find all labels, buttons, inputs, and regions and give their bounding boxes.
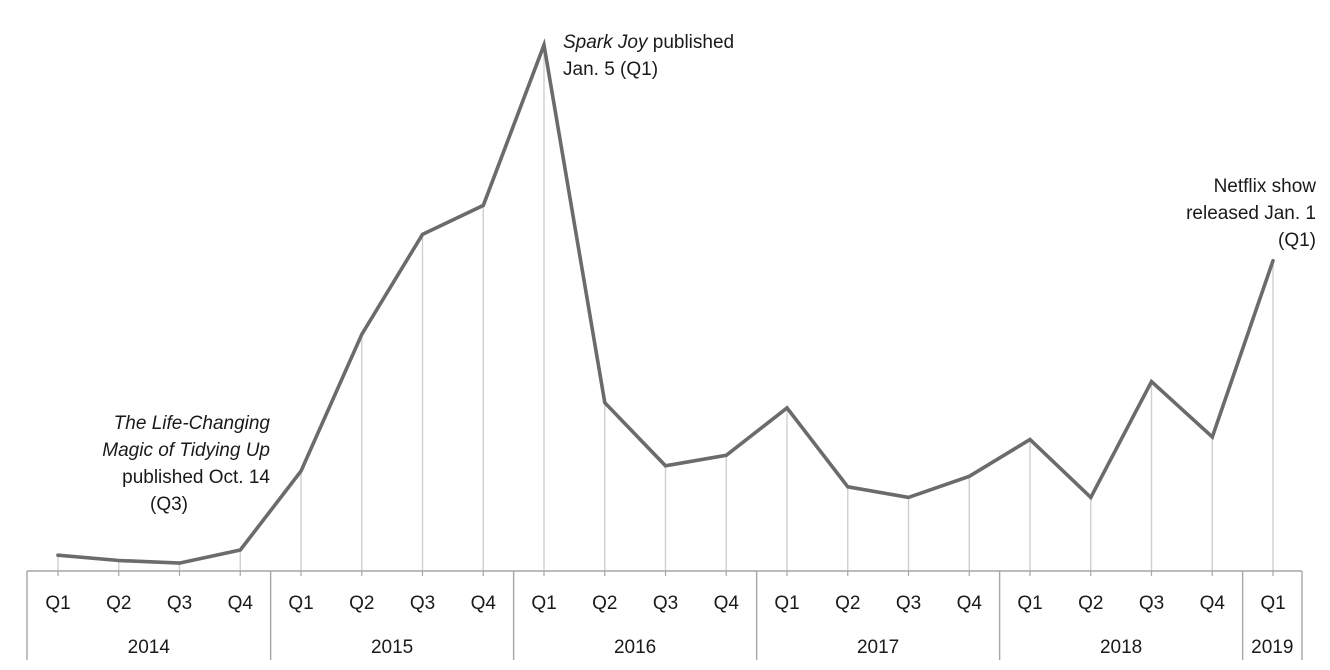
x-axis-quarter-label: Q1 [1017, 593, 1042, 614]
x-axis-year-label: 2015 [371, 637, 413, 658]
x-axis-year-label: 2016 [614, 637, 656, 658]
annotation-life-changing-magic: The Life-Changing Magic of Tidying Up pu… [60, 410, 270, 518]
x-axis-quarter-label: Q2 [835, 593, 860, 614]
x-axis-year-label: 2019 [1251, 637, 1293, 658]
x-axis-quarter-label: Q4 [957, 593, 983, 614]
x-axis-year-label: 2018 [1100, 637, 1142, 658]
x-axis-quarter-label: Q1 [1260, 593, 1285, 614]
annotation-line: Magic of Tidying Up [102, 440, 270, 461]
x-axis-quarter-label: Q2 [1078, 593, 1103, 614]
x-axis-quarter-label: Q1 [531, 593, 556, 614]
x-axis-quarter-label: Q4 [471, 593, 497, 614]
x-axis-quarter-label: Q1 [288, 593, 313, 614]
annotation-line: released Jan. 1 [1186, 203, 1316, 224]
annotation-line: (Q3) [150, 494, 188, 515]
x-axis-quarter-label: Q3 [896, 593, 921, 614]
x-axis-quarter-label: Q3 [653, 593, 678, 614]
annotation-line: (Q1) [1278, 230, 1316, 251]
x-axis-quarter-label: Q2 [106, 593, 131, 614]
x-axis-year-label: 2017 [857, 637, 899, 658]
x-axis-quarter-label: Q4 [1200, 593, 1226, 614]
annotation-line: Spark Joy [563, 32, 648, 53]
x-axis-quarter-label: Q1 [774, 593, 799, 614]
x-axis-year-label: 2014 [128, 637, 171, 658]
annotation-line: published Oct. 14 [122, 467, 270, 488]
x-axis-quarter-label: Q2 [592, 593, 617, 614]
annotation-netflix-show: Netflix show released Jan. 1 (Q1) [1136, 173, 1316, 254]
x-axis-quarter-label: Q2 [349, 593, 374, 614]
annotation-line: published [647, 32, 735, 53]
x-axis-quarter-label: Q1 [45, 593, 70, 614]
annotation-line: The Life-Changing [113, 413, 270, 434]
x-axis-quarter-label: Q3 [410, 593, 435, 614]
x-axis-quarter-label: Q3 [1139, 593, 1164, 614]
series-line [56, 38, 1275, 565]
x-axis-quarter-label: Q4 [228, 593, 254, 614]
annotation-spark-joy: Spark Joy published Jan. 5 (Q1) [563, 29, 763, 83]
annotation-line: Jan. 5 (Q1) [563, 59, 659, 80]
x-axis-quarter-label: Q3 [167, 593, 192, 614]
annotation-line: Netflix show [1213, 176, 1316, 197]
x-axis-quarter-label: Q4 [714, 593, 740, 614]
